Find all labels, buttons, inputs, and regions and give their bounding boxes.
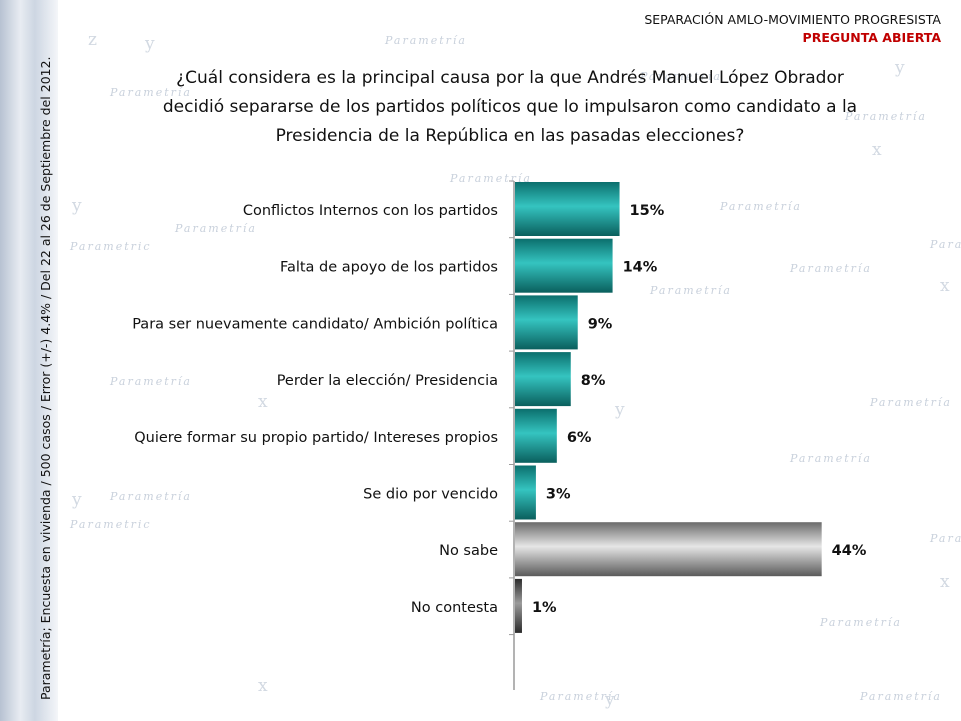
bar xyxy=(515,465,536,520)
header-subtitle: PREGUNTA ABIERTA xyxy=(802,30,941,45)
side-strip xyxy=(0,0,58,721)
watermark: x xyxy=(940,276,950,296)
value-label: 15% xyxy=(630,203,665,219)
bar xyxy=(515,295,578,350)
watermark: x xyxy=(872,140,882,160)
bar xyxy=(515,578,522,633)
watermark: Parametric xyxy=(70,240,152,253)
value-label: 3% xyxy=(546,487,571,503)
watermark: Parametría xyxy=(790,452,872,465)
category-label: Conflictos Internos con los partidos xyxy=(243,203,498,219)
watermark: Parametría xyxy=(860,690,942,703)
watermark: Parametría xyxy=(820,616,902,629)
value-label: 14% xyxy=(623,260,658,276)
watermark: y xyxy=(72,490,82,510)
header-title: SEPARACIÓN AMLO-MOVIMIENTO PROGRESISTA xyxy=(644,12,941,27)
watermark: y xyxy=(605,690,615,710)
watermark: z xyxy=(88,30,97,50)
watermark: Para xyxy=(930,532,961,545)
watermark: Parametría xyxy=(720,200,802,213)
category-label: Perder la elección/ Presidencia xyxy=(277,373,498,389)
watermark: Parametría xyxy=(110,375,192,388)
watermark: y xyxy=(145,34,155,54)
watermark: x xyxy=(258,392,268,412)
category-label: Se dio por vencido xyxy=(363,487,498,503)
category-label: Para ser nuevamente candidato/ Ambición … xyxy=(132,316,498,332)
value-label: 8% xyxy=(581,373,606,389)
watermark: Parametría xyxy=(110,490,192,503)
watermark: Parametría xyxy=(450,172,532,185)
watermark: Parametría xyxy=(640,70,722,83)
value-label: 9% xyxy=(588,316,613,332)
watermark: Parametría xyxy=(175,222,257,235)
bar xyxy=(515,352,571,407)
watermark: Parametría xyxy=(110,86,192,99)
bar xyxy=(515,238,613,293)
value-label: 6% xyxy=(567,430,592,446)
bar xyxy=(515,408,557,463)
watermark: Parametría xyxy=(385,34,467,47)
watermark: Parametría xyxy=(870,396,952,409)
category-label: No sabe xyxy=(439,543,498,559)
bar xyxy=(515,522,822,577)
category-label: Falta de apoyo de los partidos xyxy=(280,260,498,276)
watermark: Parametría xyxy=(650,284,732,297)
watermark: Parametría xyxy=(845,110,927,123)
watermark: Parametría xyxy=(540,690,622,703)
watermark: Para xyxy=(930,238,961,251)
watermark: Parametría xyxy=(790,262,872,275)
value-label: 44% xyxy=(832,543,867,559)
watermark: Parametric xyxy=(70,518,152,531)
bar xyxy=(515,182,620,236)
watermark: x xyxy=(940,572,950,592)
watermark: y xyxy=(72,196,82,216)
value-label: 1% xyxy=(532,600,557,616)
watermark: y xyxy=(895,58,905,78)
watermark: x xyxy=(258,676,268,696)
category-label: No contesta xyxy=(411,600,498,616)
watermark: y xyxy=(615,400,625,420)
category-label: Quiere formar su propio partido/ Interes… xyxy=(134,430,498,446)
question-text: ¿Cuál considera es la principal causa po… xyxy=(162,68,858,146)
